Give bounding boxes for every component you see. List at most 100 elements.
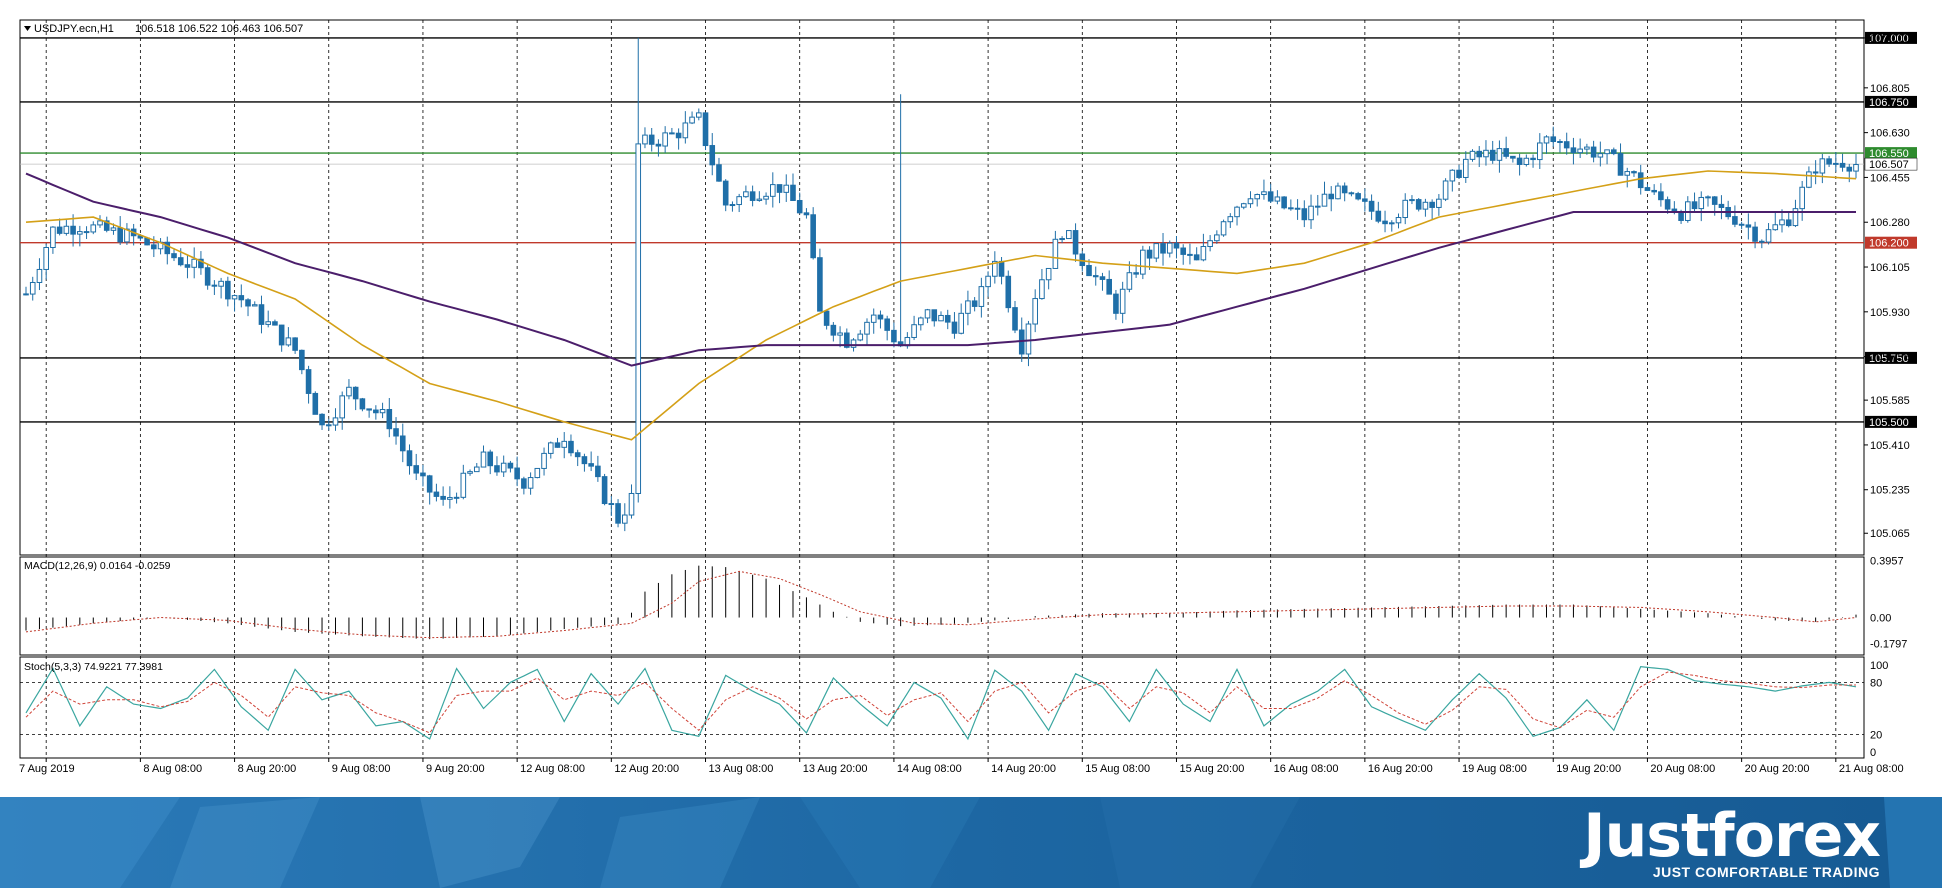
candle [837,326,843,348]
candle [1012,300,1018,334]
candle [938,311,944,322]
candle [1395,213,1402,229]
x-tick-label: 14 Aug 20:00 [991,763,1056,775]
candle [1281,196,1287,210]
y-tick-label: 106.280 [1870,217,1910,229]
candle [1301,200,1308,228]
x-tick-label: 15 Aug 20:00 [1179,763,1244,775]
candle [547,441,554,459]
candle [258,295,265,334]
price-level-label: 106.550 [1869,148,1909,160]
candle [1658,183,1664,207]
candle [1597,141,1604,167]
candle [971,297,978,312]
price-level-label: 105.500 [1869,417,1909,429]
candle [1059,236,1065,244]
candle [534,467,541,479]
candle [1536,133,1543,169]
candle [218,277,224,299]
candle [1200,233,1207,262]
x-tick-label: 13 Aug 20:00 [803,763,868,775]
candle [1772,212,1779,231]
stoch-y-label: 20 [1870,730,1882,742]
candle [1261,179,1267,200]
macd-title: MACD(12,26,9) 0.0164 -0.0259 [24,560,171,572]
macd-y-label: 0.3957 [1870,556,1904,568]
candle [1785,212,1792,228]
candle [621,503,628,532]
x-tick-label: 16 Aug 20:00 [1368,763,1433,775]
candle [1819,153,1826,184]
candle [958,303,964,335]
candle [325,418,332,431]
price-level-tag [1865,31,1917,44]
candle [386,397,393,438]
candle [487,449,494,475]
candle [1415,198,1422,212]
candle [1799,180,1805,221]
candle [615,499,621,528]
candle [312,391,319,415]
candle [319,413,325,430]
collapse-triangle-icon[interactable] [24,26,31,31]
x-tick-label: 19 Aug 08:00 [1462,763,1527,775]
main-panel-frame [19,19,1865,556]
candle [191,247,197,279]
candle [1153,243,1160,263]
candle [413,453,420,481]
candle [83,226,90,239]
candle [891,322,897,348]
candle [1341,182,1348,202]
candle [265,310,272,328]
candle [433,483,440,502]
candle [1806,166,1812,189]
candle [588,451,594,472]
x-tick-label: 14 Aug 08:00 [897,763,962,775]
candle [1839,153,1846,172]
candle [924,308,931,324]
price-level-tag [1865,236,1917,249]
y-tick-label: 105.930 [1870,307,1910,319]
candle [669,127,675,135]
candle [965,290,971,326]
candle [554,437,561,448]
candle [251,301,258,307]
candle [817,248,823,312]
candle [1234,205,1240,226]
candle [1590,140,1597,163]
candle [877,310,884,329]
candle [682,111,689,144]
stoch-y-label: 100 [1870,660,1888,672]
candle [238,284,245,308]
candle [595,455,601,482]
candle [1092,266,1099,286]
candle [763,192,769,205]
stoch-title: Stoch(5,3,3) 74.9221 77.3981 [24,661,163,673]
candle [480,445,487,468]
x-tick-label: 16 Aug 08:00 [1274,763,1339,775]
candle [494,456,500,476]
candle [1745,213,1752,240]
candle [790,173,796,201]
y-tick-label: 106.630 [1870,128,1910,140]
candle [447,486,453,509]
candle [1442,178,1449,202]
candle [1328,186,1335,212]
candle [70,214,76,247]
y-tick-label: 105.755 [1870,352,1910,364]
macd-y-label: -0.1797 [1870,638,1907,650]
stoch-panel-frame [19,656,1865,759]
current-price-label: 106.507 [1869,159,1909,171]
candle [1409,195,1415,205]
moving-average-fast [25,170,1857,441]
candle [601,473,608,506]
candle [1510,155,1516,163]
candle [366,408,372,418]
candle [581,453,588,472]
candle [736,193,742,213]
x-tick-label: 8 Aug 08:00 [143,763,202,775]
candle [36,258,43,291]
candle [655,139,662,157]
candle [1792,199,1799,228]
candle [1557,139,1563,153]
